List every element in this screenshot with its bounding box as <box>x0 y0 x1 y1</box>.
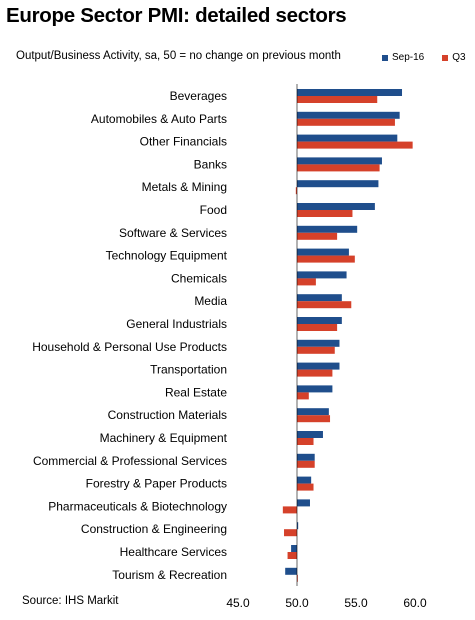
bar-sep16-food <box>297 203 375 210</box>
category-label-household-personal-use-products: Household & Personal Use Products <box>32 340 227 354</box>
bar-sep16-automobiles-auto-parts <box>297 111 400 119</box>
bar-sep16-metals-mining <box>297 180 379 188</box>
bar-sep16-media <box>297 294 342 302</box>
bar-q3-technology-equipment <box>297 255 355 263</box>
bar-sep16-chemicals <box>297 271 347 279</box>
legend-label-q3: Q3 <box>452 52 466 63</box>
legend-item-sep16: Sep-16 <box>382 52 424 63</box>
bar-q3-forestry-paper-products <box>297 483 314 491</box>
bar-q3-machinery-equipment <box>297 438 314 445</box>
category-label-machinery-equipment: Machinery & Equipment <box>100 431 228 445</box>
bar-q3-pharmaceuticals-biotechnology <box>282 506 297 514</box>
bar-q3-banks <box>297 164 380 172</box>
bar-sep16-healthcare-services <box>291 545 297 552</box>
category-label-metals-mining: Metals & Mining <box>142 180 227 194</box>
bar-q3-automobiles-auto-parts <box>297 118 395 126</box>
bar-sep16-forestry-paper-products <box>297 476 312 484</box>
category-label-food: Food <box>200 203 227 217</box>
bar-sep16-household-personal-use-products <box>297 339 340 347</box>
bar-sep16-real-estate <box>297 385 333 393</box>
source-note: Source: IHS Markit <box>22 595 119 607</box>
legend-label-sep16: Sep-16 <box>392 52 425 63</box>
bar-sep16-general-industrials <box>297 317 342 324</box>
chart-subtitle: Output/Business Activity, sa, 50 = no ch… <box>16 50 341 62</box>
category-label-construction-materials: Construction Materials <box>108 408 227 422</box>
bar-sep16-machinery-equipment <box>297 431 323 438</box>
bar-q3-commercial-professional-services <box>297 460 315 468</box>
chart-title: Europe Sector PMI: detailed sectors <box>6 4 347 27</box>
category-label-tourism-recreation: Tourism & Recreation <box>112 568 227 582</box>
bar-sep16-technology-equipment <box>297 248 349 256</box>
legend-swatch-q3 <box>442 54 449 61</box>
category-label-software-services: Software & Services <box>119 226 227 240</box>
bar-sep16-beverages <box>297 89 403 96</box>
legend-swatch-sep16 <box>382 54 388 61</box>
x-tick-label-60-0: 60.0 <box>403 596 427 610</box>
bar-q3-healthcare-services <box>287 552 297 559</box>
category-label-general-industrials: General Industrials <box>126 317 227 331</box>
bar-q3-other-financials <box>297 141 413 149</box>
legend-item-q3: Q3 <box>442 52 466 63</box>
bar-sep16-software-services <box>297 225 358 233</box>
category-label-commercial-professional-services: Commercial & Professional Services <box>33 454 227 468</box>
bar-q3-software-services <box>297 232 338 240</box>
category-label-banks: Banks <box>194 157 227 171</box>
bar-q3-real-estate <box>297 392 309 400</box>
bar-q3-household-personal-use-products <box>297 346 335 354</box>
bar-sep16-tourism-recreation <box>285 567 297 575</box>
x-tick-label-50-0: 50.0 <box>285 596 309 610</box>
bar-q3-construction-materials <box>297 415 331 423</box>
category-label-forestry-paper-products: Forestry & Paper Products <box>86 477 227 491</box>
category-label-transportation: Transportation <box>150 363 227 377</box>
category-label-pharmaceuticals-biotechnology: Pharmaceuticals & Biotechnology <box>48 499 227 513</box>
bar-sep16-banks <box>297 157 382 165</box>
category-label-beverages: Beverages <box>170 89 227 103</box>
bar-q3-food <box>297 210 353 217</box>
category-label-technology-equipment: Technology Equipment <box>106 249 228 263</box>
x-tick-label-55-0: 55.0 <box>344 596 368 610</box>
bar-q3-media <box>297 301 352 309</box>
category-label-healthcare-services: Healthcare Services <box>120 545 227 559</box>
bar-q3-tourism-recreation <box>297 574 298 582</box>
bar-sep16-other-financials <box>297 134 398 142</box>
category-label-chemicals: Chemicals <box>171 271 227 285</box>
bar-q3-chemicals <box>297 278 316 286</box>
bar-sep16-transportation <box>297 362 340 370</box>
bar-sep16-construction-materials <box>297 408 329 416</box>
bar-sep16-construction-engineering <box>297 522 299 530</box>
bar-q3-transportation <box>297 369 333 377</box>
category-label-construction-engineering: Construction & Engineering <box>81 522 227 536</box>
category-label-real-estate: Real Estate <box>165 385 227 399</box>
bar-q3-metals-mining <box>295 187 297 195</box>
category-label-other-financials: Other Financials <box>140 135 227 149</box>
bar-q3-general-industrials <box>297 324 338 331</box>
category-label-automobiles-auto-parts: Automobiles & Auto Parts <box>91 112 227 126</box>
x-tick-label-45-0: 45.0 <box>226 596 250 610</box>
bar-q3-beverages <box>297 96 378 103</box>
bar-q3-construction-engineering <box>284 529 297 537</box>
category-label-media: Media <box>194 294 227 308</box>
bar-sep16-commercial-professional-services <box>297 453 315 461</box>
legend: Sep-16 Q3 <box>382 52 475 63</box>
bar-sep16-pharmaceuticals-biotechnology <box>297 499 310 507</box>
